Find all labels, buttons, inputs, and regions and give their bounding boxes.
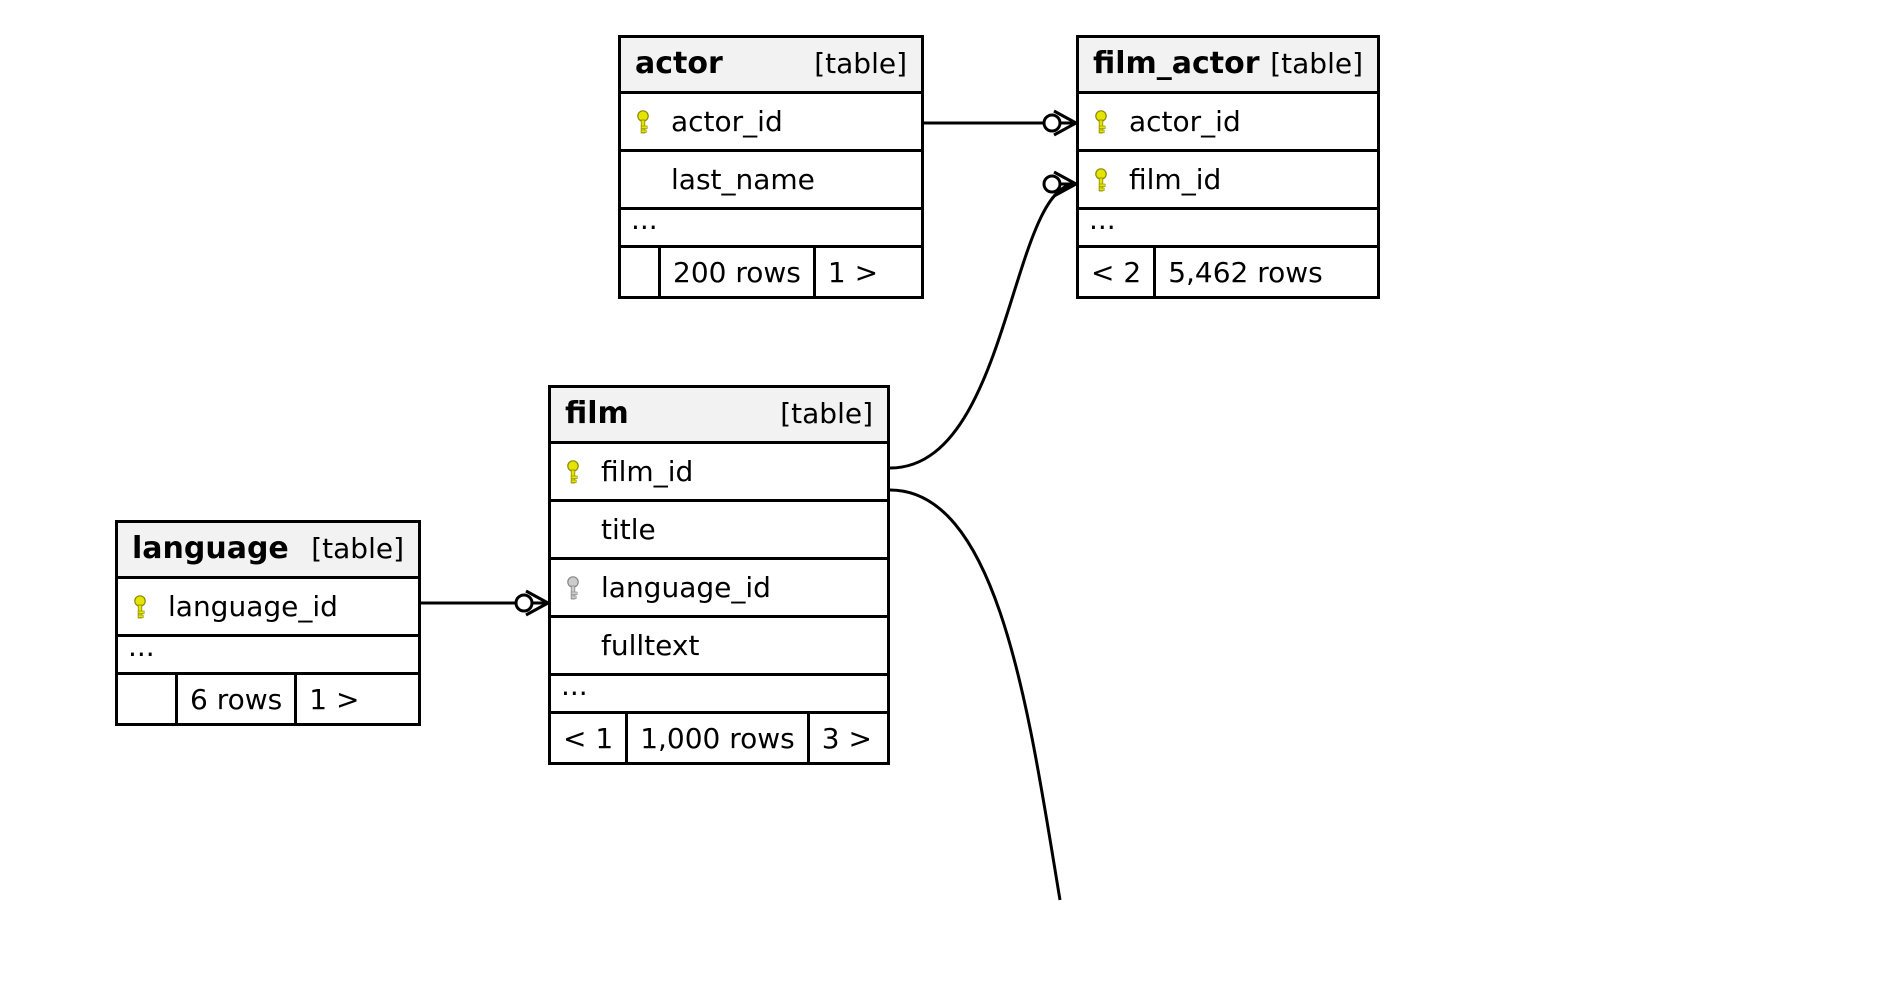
pk-key-icon <box>132 594 168 620</box>
entity-name: language <box>132 531 289 566</box>
rowcount-label: 5,462 rows <box>1156 248 1335 296</box>
pk-key-icon <box>1093 109 1129 135</box>
column-name: title <box>601 513 656 546</box>
pk-key-icon <box>635 109 671 135</box>
ellipsis-row: ... <box>551 676 887 714</box>
column-row: actor_id <box>621 94 921 152</box>
column-row: language_id <box>118 579 418 637</box>
footer-blank <box>118 675 178 723</box>
column-name: last_name <box>671 163 815 196</box>
pk-key-icon <box>1093 167 1129 193</box>
footer-nav-next[interactable]: 1 > <box>816 248 890 296</box>
footer-nav-next[interactable]: 1 > <box>297 675 371 723</box>
column-row: film_id <box>551 444 887 502</box>
entity-tag: [table] <box>1270 47 1363 80</box>
entity-header: language [table] <box>118 523 418 579</box>
entity-footer: < 2 5,462 rows <box>1079 248 1377 296</box>
erd-canvas: actor [table] actor_id last_name ... 200… <box>0 0 1902 996</box>
entity-tag: [table] <box>814 47 907 80</box>
footer-nav-next[interactable]: 3 > <box>810 714 884 762</box>
entity-actor: actor [table] actor_id last_name ... 200… <box>618 35 924 299</box>
column-row: actor_id <box>1079 94 1377 152</box>
column-row: fulltext <box>551 618 887 676</box>
rowcount-label: 200 rows <box>661 248 816 296</box>
column-name: fulltext <box>601 629 699 662</box>
column-name: film_id <box>601 455 693 488</box>
entity-header: actor [table] <box>621 38 921 94</box>
entity-footer: 6 rows 1 > <box>118 675 418 723</box>
column-name: language_id <box>601 571 771 604</box>
entity-film-actor: film_actor [table] actor_id film_id ... … <box>1076 35 1380 299</box>
footer-nav-prev[interactable]: < 2 <box>1079 248 1156 296</box>
pk-key-icon <box>565 459 601 485</box>
entity-tag: [table] <box>780 397 873 430</box>
entity-name: film <box>565 396 629 431</box>
column-name: language_id <box>168 590 338 623</box>
ellipsis-row: ... <box>118 637 418 675</box>
column-row: film_id <box>1079 152 1377 210</box>
entity-film: film [table] film_id title language_id f… <box>548 385 890 765</box>
entity-name: actor <box>635 46 723 81</box>
entity-name: film_actor <box>1093 46 1260 81</box>
column-name: actor_id <box>1129 105 1241 138</box>
fk-key-icon <box>565 575 601 601</box>
rowcount-label: 6 rows <box>178 675 297 723</box>
column-row: language_id <box>551 560 887 618</box>
ellipsis-row: ... <box>621 210 921 248</box>
entity-language: language [table] language_id ... 6 rows … <box>115 520 421 726</box>
column-row: title <box>551 502 887 560</box>
entity-tag: [table] <box>311 532 404 565</box>
entity-header: film [table] <box>551 388 887 444</box>
column-row: last_name <box>621 152 921 210</box>
column-name: actor_id <box>671 105 783 138</box>
footer-nav-prev[interactable]: < 1 <box>551 714 628 762</box>
entity-footer: < 1 1,000 rows 3 > <box>551 714 887 762</box>
ellipsis-row: ... <box>1079 210 1377 248</box>
column-name: film_id <box>1129 163 1221 196</box>
entity-header: film_actor [table] <box>1079 38 1377 94</box>
edges-layer <box>0 0 1902 996</box>
footer-blank <box>621 248 661 296</box>
rowcount-label: 1,000 rows <box>628 714 810 762</box>
entity-footer: 200 rows 1 > <box>621 248 921 296</box>
